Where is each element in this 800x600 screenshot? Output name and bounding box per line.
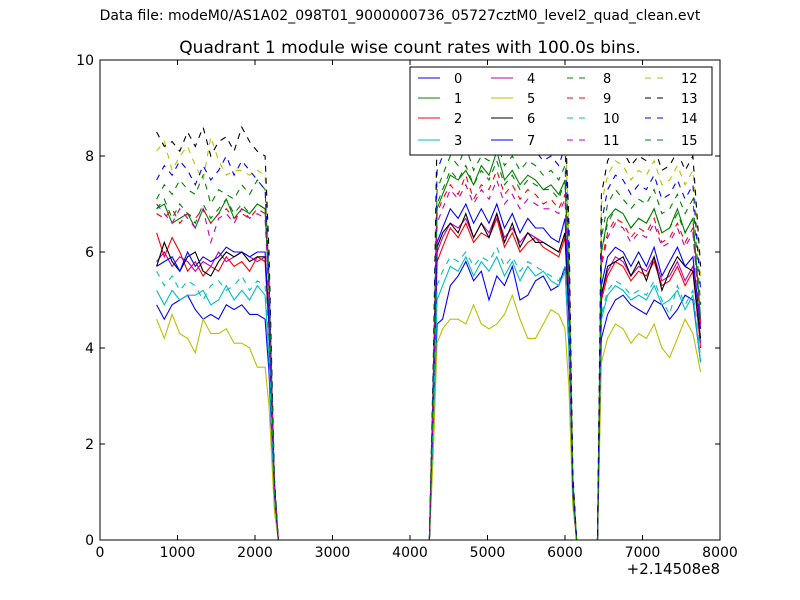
legend-label-13: 13 [681, 92, 698, 107]
legend-label-7: 7 [527, 134, 535, 149]
legend-label-14: 14 [681, 112, 698, 127]
series-line-12 [156, 106, 702, 540]
x-tick-label: 8000 [702, 545, 738, 561]
legend-label-1: 1 [454, 92, 462, 107]
legend-label-4: 4 [527, 72, 535, 87]
legend-label-5: 5 [527, 92, 535, 107]
x-tick-label: 0 [96, 545, 105, 561]
series-line-4 [156, 211, 702, 540]
series-line-8 [156, 139, 702, 540]
y-tick-label: 0 [85, 533, 94, 549]
series-line-10 [156, 245, 702, 540]
x-offset-label: +2.14508e8 [627, 560, 720, 578]
y-tick-label: 4 [85, 341, 94, 357]
series-layer [156, 91, 702, 540]
series-line-0 [156, 260, 702, 540]
series-line-3 [156, 255, 702, 540]
x-tick-label: 5000 [470, 545, 506, 561]
y-tick-label: 6 [85, 245, 94, 261]
series-line-15 [156, 159, 702, 540]
x-tick-label: 1000 [160, 545, 196, 561]
legend-label-2: 2 [454, 112, 462, 127]
chart-title: Quadrant 1 module wise count rates with … [179, 38, 640, 58]
legend-label-8: 8 [603, 72, 611, 87]
series-line-13 [156, 91, 702, 540]
y-tick-label: 8 [85, 149, 94, 165]
series-line-7 [156, 202, 702, 540]
legend-label-9: 9 [603, 92, 611, 107]
legend-label-10: 10 [603, 112, 620, 127]
legend-label-15: 15 [681, 134, 698, 149]
x-tick-label: 6000 [547, 545, 583, 561]
y-tick-label: 2 [85, 437, 94, 453]
series-line-11 [156, 178, 702, 540]
suptitle: Data file: modeM0/AS1A02_098T01_90000007… [99, 8, 701, 24]
series-line-14 [156, 125, 702, 540]
legend-label-12: 12 [681, 72, 698, 87]
legend-label-3: 3 [454, 134, 462, 149]
x-tick-label: 2000 [237, 545, 273, 561]
series-line-9 [156, 168, 702, 540]
series-line-1 [156, 149, 702, 540]
x-tick-label: 7000 [625, 545, 661, 561]
series-line-2 [156, 216, 702, 540]
series-line-6 [156, 211, 702, 540]
legend-label-0: 0 [454, 72, 462, 87]
x-tick-label: 4000 [392, 545, 428, 561]
legend-label-11: 11 [603, 134, 620, 149]
y-tick-label: 10 [76, 53, 94, 69]
x-tick-label: 3000 [315, 545, 351, 561]
series-line-5 [156, 293, 702, 540]
legend-label-6: 6 [527, 112, 535, 127]
